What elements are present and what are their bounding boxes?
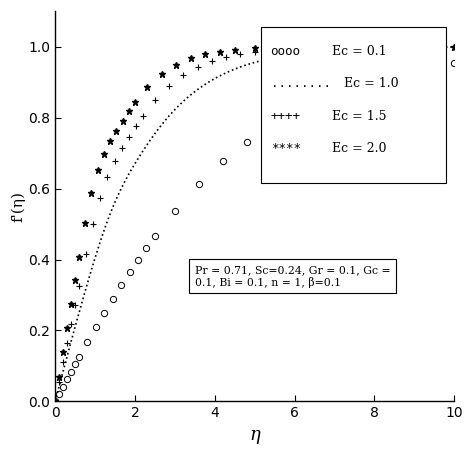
Text: Ec = 2.0: Ec = 2.0 (332, 142, 387, 155)
Text: Pr = 0.71, Sc=0.24, Gr = 0.1, Gc =
0.1, Bi = 0.1, n = 1, β=0.1: Pr = 0.71, Sc=0.24, Gr = 0.1, Gc = 0.1, … (195, 265, 391, 288)
Text: oooo: oooo (271, 45, 301, 58)
Text: Ec = 1.5: Ec = 1.5 (332, 110, 387, 123)
X-axis label: η: η (249, 426, 260, 444)
Text: Ec = 1.0: Ec = 1.0 (332, 77, 399, 90)
Text: ........: ........ (271, 77, 330, 90)
Text: ****: **** (271, 142, 301, 155)
Text: ++++: ++++ (271, 110, 301, 123)
Bar (261, 27, 446, 183)
Y-axis label: f'(η): f'(η) (11, 191, 26, 222)
Text: Ec = 0.1: Ec = 0.1 (332, 45, 387, 58)
